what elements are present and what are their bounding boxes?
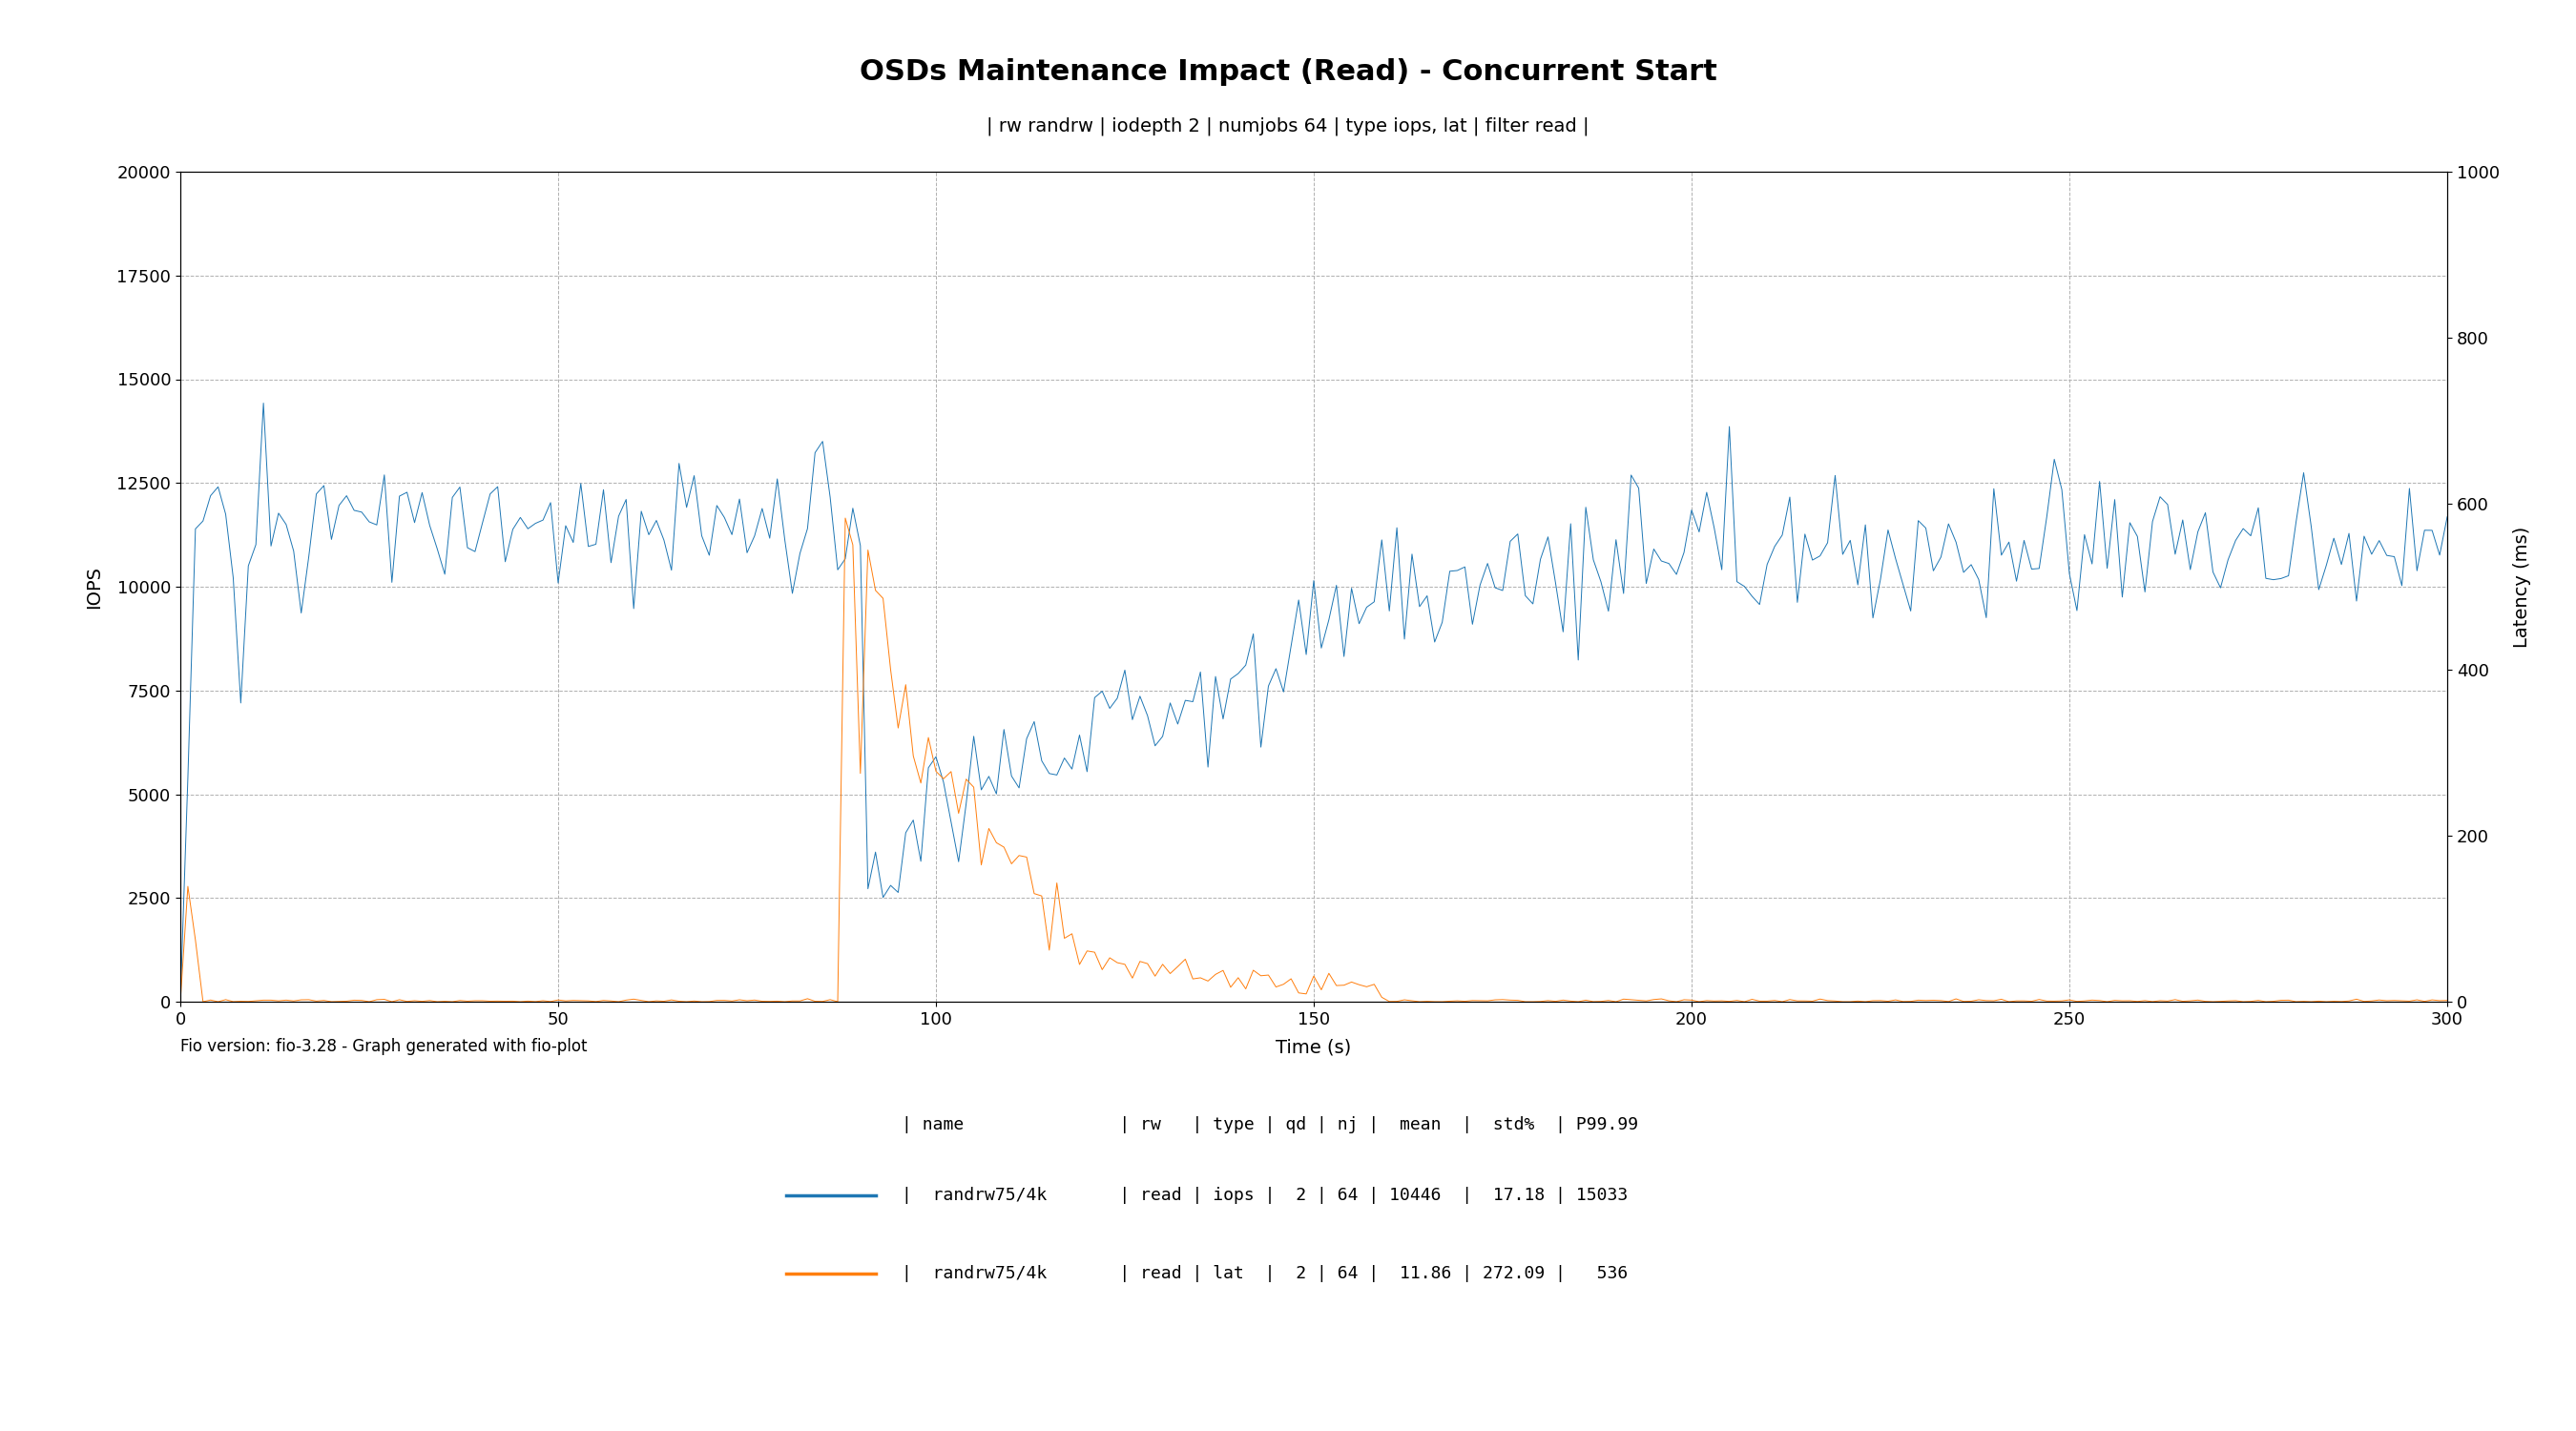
Text: | name               | rw   | type | qd | nj |  mean  |  std%  | P99.99: | name | rw | type | qd | nj | mean | st… — [902, 1116, 1638, 1133]
Text: Fio version: fio-3.28 - Graph generated with fio-plot: Fio version: fio-3.28 - Graph generated … — [180, 1037, 587, 1055]
Text: |  randrw75/4k       | read | lat  |  2 | 64 |  11.86 | 272.09 |   536: | randrw75/4k | read | lat | 2 | 64 | 11… — [902, 1265, 1628, 1282]
Text: OSDs Maintenance Impact (Read) - Concurrent Start: OSDs Maintenance Impact (Read) - Concurr… — [860, 59, 1716, 86]
X-axis label: Time (s): Time (s) — [1275, 1039, 1352, 1058]
Text: |  randrw75/4k       | read | iops |  2 | 64 | 10446  |  17.18 | 15033: | randrw75/4k | read | iops | 2 | 64 | 1… — [902, 1186, 1628, 1203]
Text: | rw randrw | iodepth 2 | numjobs 64 | type iops, lat | filter read |: | rw randrw | iodepth 2 | numjobs 64 | t… — [987, 117, 1589, 136]
Y-axis label: Latency (ms): Latency (ms) — [2512, 527, 2530, 647]
Y-axis label: IOPS: IOPS — [85, 565, 103, 608]
